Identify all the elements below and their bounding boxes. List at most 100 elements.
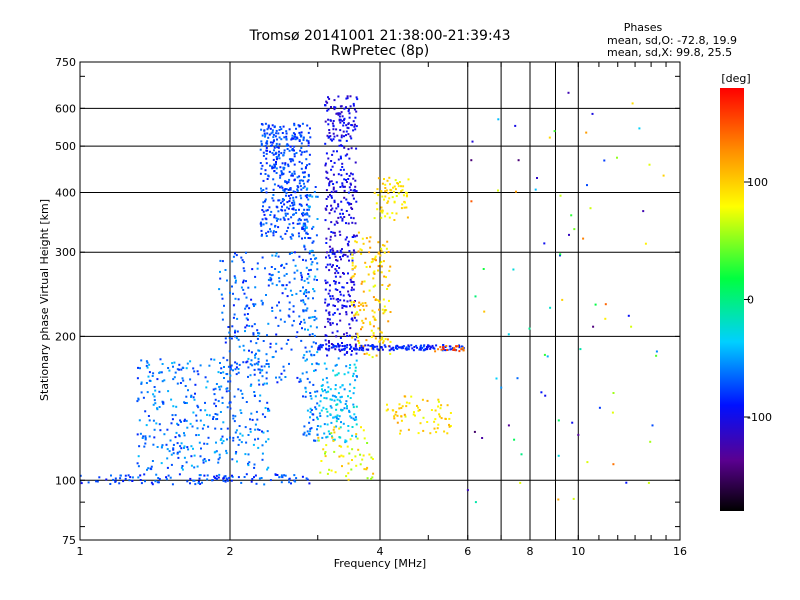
data-point	[354, 265, 357, 268]
data-point	[351, 319, 354, 322]
data-point	[167, 367, 170, 369]
data-point	[245, 280, 247, 283]
data-point	[266, 334, 268, 337]
data-point	[372, 315, 375, 318]
data-point	[309, 325, 312, 328]
data-point	[275, 156, 278, 158]
data-point	[229, 291, 231, 294]
data-point	[254, 354, 256, 357]
data-point	[453, 346, 456, 349]
data-point	[337, 298, 339, 300]
data-point	[249, 430, 252, 433]
data-point	[390, 347, 393, 350]
data-point	[199, 409, 202, 412]
data-point	[312, 418, 315, 421]
data-point	[199, 419, 202, 422]
data-point	[348, 390, 351, 393]
data-point	[359, 309, 362, 312]
data-point	[348, 250, 351, 253]
data-point	[173, 361, 176, 364]
data-point	[357, 231, 360, 234]
data-point	[360, 346, 363, 349]
data-point	[193, 454, 196, 457]
data-point	[355, 200, 358, 203]
data-point	[354, 416, 357, 419]
data-point	[338, 312, 341, 315]
data-point	[337, 95, 340, 98]
data-point	[228, 337, 231, 339]
data-point	[308, 269, 311, 272]
data-point	[335, 363, 338, 366]
data-point	[356, 437, 359, 440]
data-point	[176, 452, 179, 455]
data-point	[258, 400, 261, 403]
data-point	[292, 319, 295, 322]
data-point	[249, 428, 252, 431]
data-point	[255, 410, 258, 413]
data-point	[303, 279, 306, 282]
data-point	[350, 147, 353, 150]
data-point	[236, 330, 239, 333]
data-point	[339, 293, 342, 296]
data-point	[387, 192, 390, 195]
data-point	[434, 418, 437, 421]
data-point	[272, 133, 275, 136]
data-point	[303, 150, 306, 153]
data-point	[337, 113, 340, 116]
data-point	[360, 328, 362, 331]
data-point	[301, 475, 304, 478]
data-point	[271, 273, 274, 276]
data-point	[309, 316, 312, 319]
data-point	[398, 346, 400, 349]
data-point	[241, 434, 244, 437]
data-point	[271, 310, 274, 312]
data-point	[131, 480, 134, 482]
data-point	[276, 157, 279, 160]
data-point	[325, 408, 328, 411]
data-point	[366, 442, 369, 444]
data-point	[338, 266, 341, 269]
data-point	[322, 448, 325, 451]
data-point	[281, 200, 284, 203]
data-point	[293, 203, 296, 206]
data-point	[253, 305, 255, 307]
data-point	[343, 345, 346, 348]
data-point	[195, 414, 198, 417]
data-point	[323, 423, 326, 426]
data-point	[287, 207, 290, 210]
data-point	[353, 283, 356, 286]
data-point	[243, 313, 246, 316]
data-point	[308, 482, 311, 485]
data-point	[444, 417, 447, 420]
data-point	[280, 474, 283, 477]
data-point	[329, 284, 331, 287]
data-point	[349, 278, 352, 281]
data-point	[466, 489, 469, 492]
data-point	[381, 308, 384, 311]
data-point	[422, 429, 425, 432]
data-point	[333, 253, 336, 256]
data-point	[644, 242, 647, 245]
data-point	[285, 191, 288, 194]
data-point	[300, 179, 303, 182]
data-point	[299, 322, 301, 325]
data-point	[378, 300, 381, 302]
data-point	[355, 125, 358, 128]
data-point	[360, 282, 363, 285]
data-point	[147, 467, 150, 470]
data-point	[317, 436, 320, 439]
data-point	[370, 261, 373, 264]
data-point	[323, 397, 326, 399]
data-point	[343, 299, 346, 302]
data-point	[318, 404, 321, 407]
data-point	[178, 473, 181, 476]
data-point	[232, 369, 234, 372]
data-point	[308, 252, 311, 255]
data-point	[295, 211, 298, 214]
data-point	[359, 248, 362, 251]
data-point	[341, 465, 343, 468]
data-point	[340, 136, 343, 139]
data-point	[341, 342, 343, 344]
data-point	[183, 401, 186, 404]
data-point	[189, 360, 192, 363]
